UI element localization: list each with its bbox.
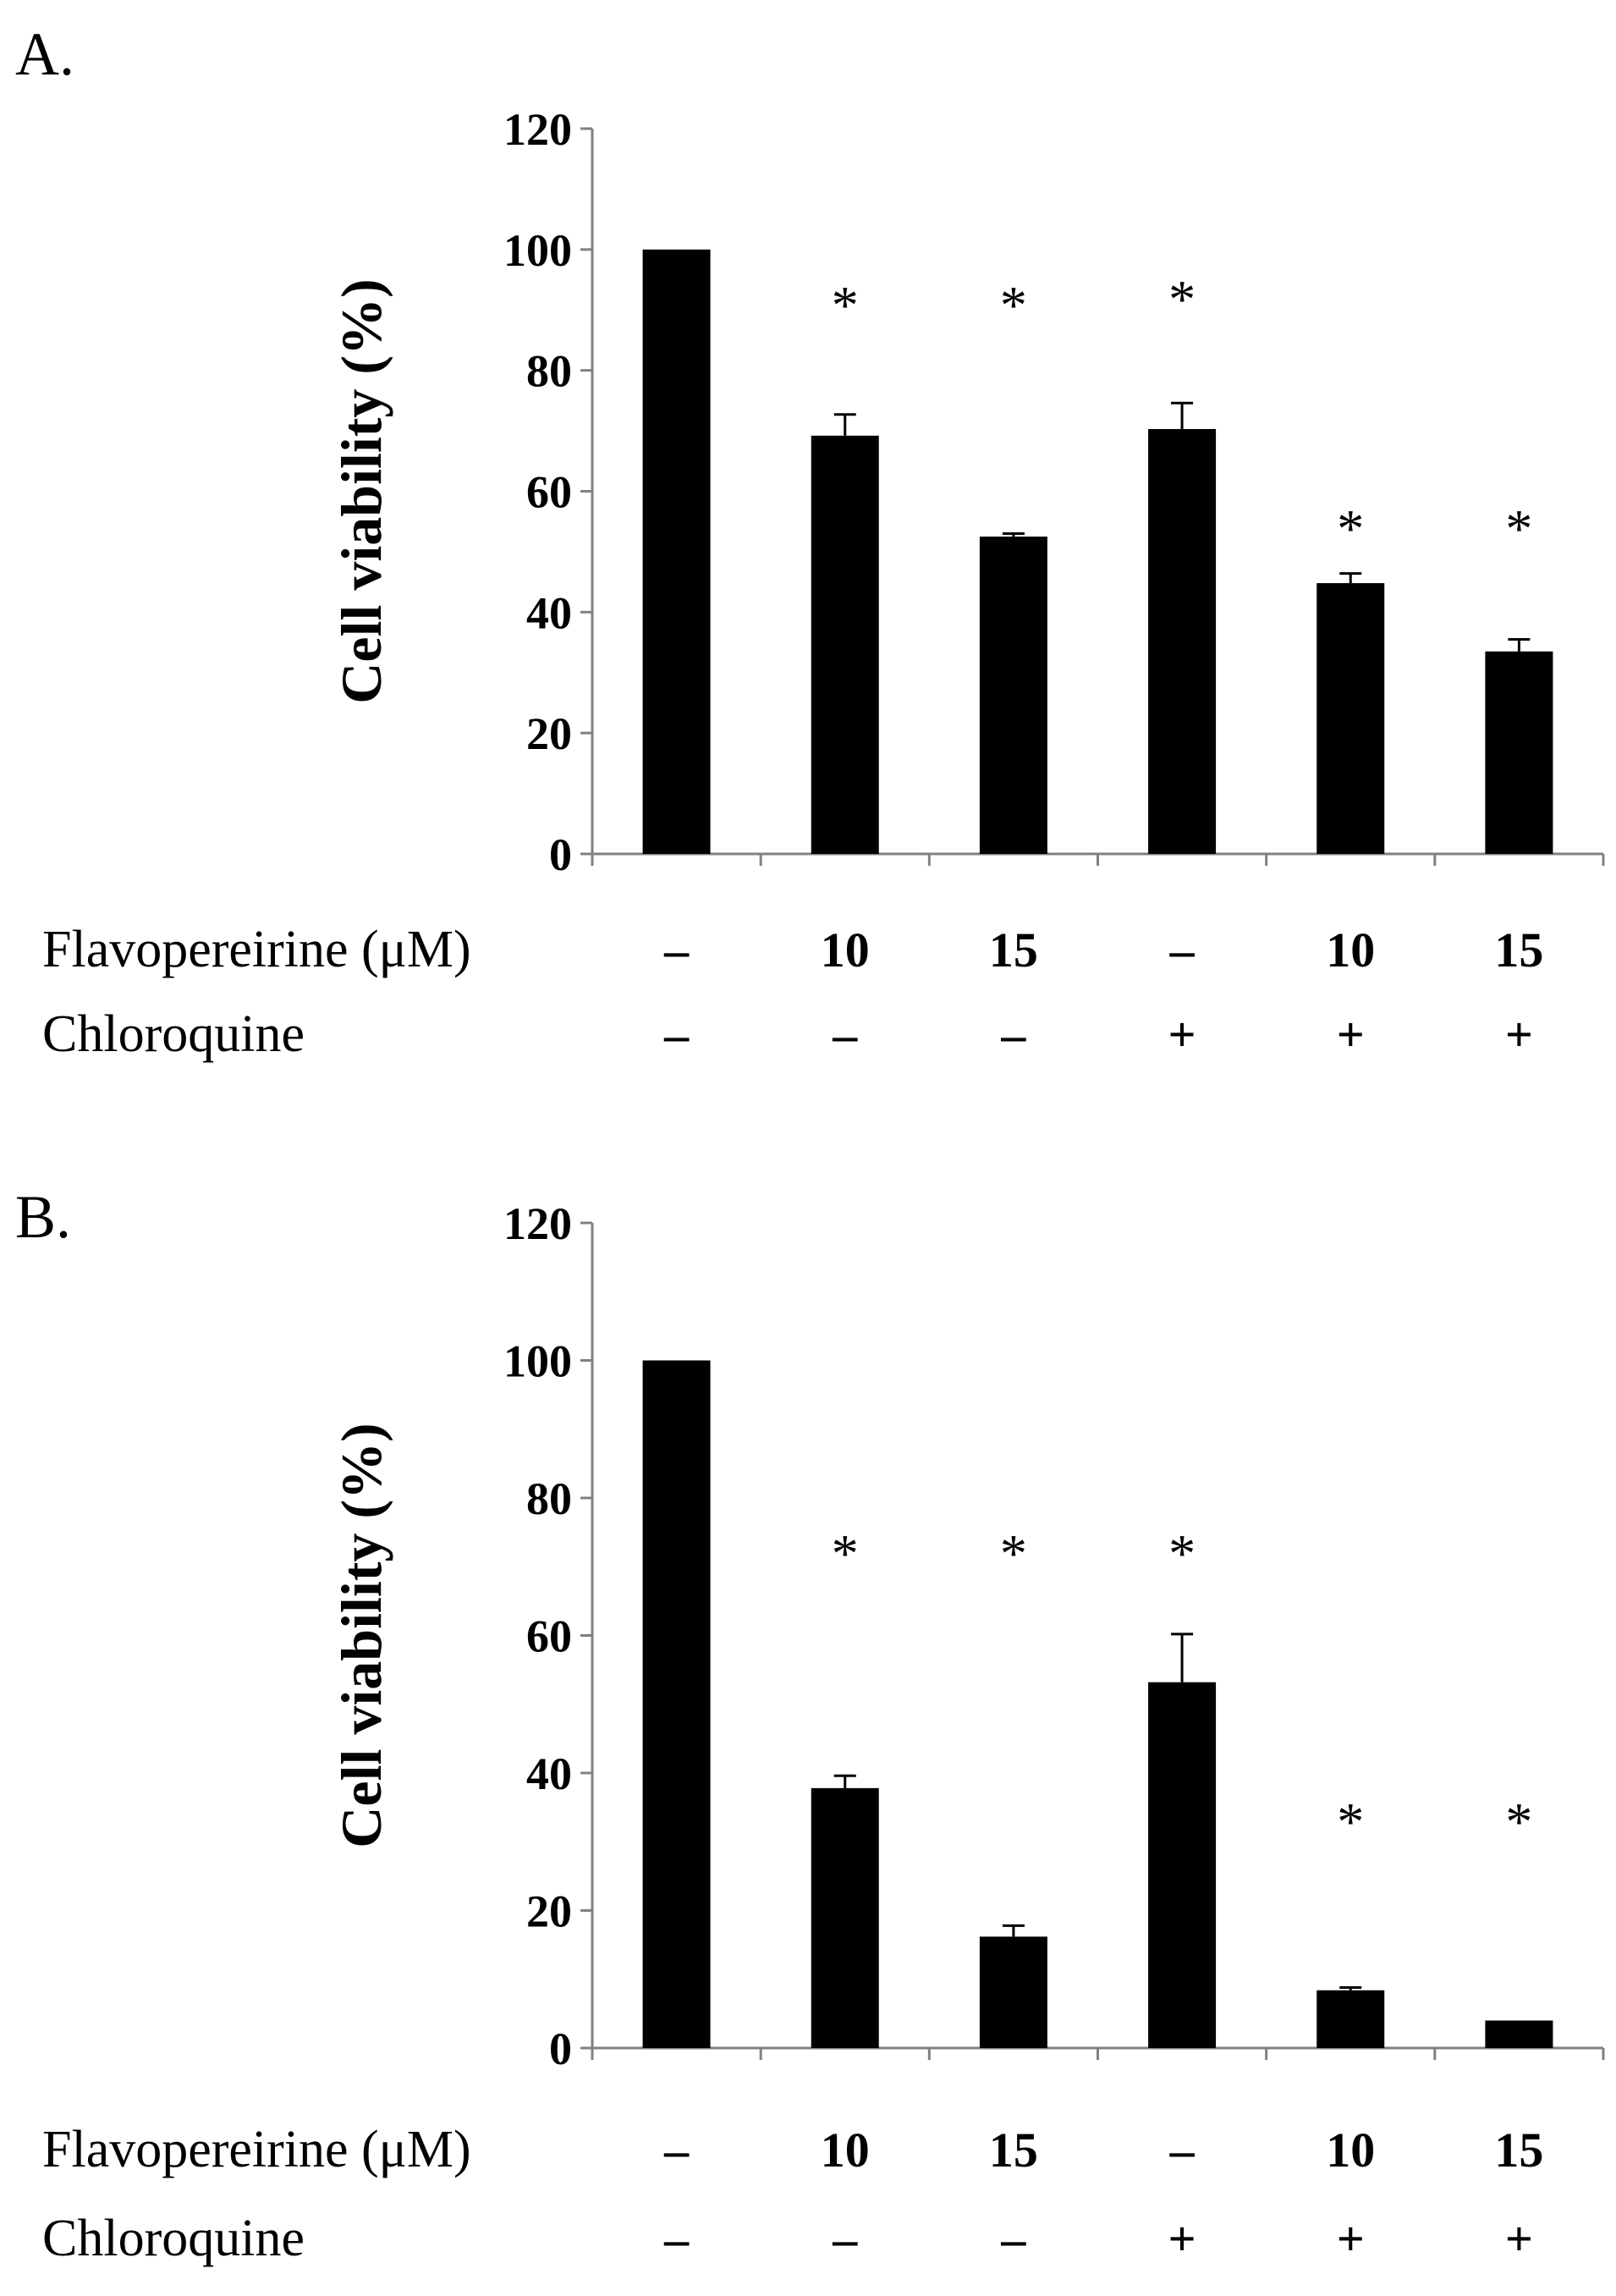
category-label-flavopereirine: 10 — [1326, 922, 1375, 977]
row-label-flavopereirine: Flavopereirine (μM) — [42, 921, 471, 978]
panel-label: A. — [15, 20, 74, 88]
category-label-flavopereirine: – — [1169, 922, 1196, 977]
significance-marker: * — [1337, 1792, 1364, 1852]
bar — [1148, 1682, 1217, 2048]
category-label-chloroquine: – — [832, 1007, 858, 1062]
category-label-flavopereirine: 15 — [989, 922, 1038, 977]
row-label-chloroquine: Chloroquine — [42, 2210, 305, 2267]
significance-marker: * — [1000, 275, 1027, 335]
significance-marker: * — [1337, 498, 1364, 559]
category-label-chloroquine: + — [1505, 1007, 1533, 1062]
y-tick-label: 120 — [503, 1198, 572, 1249]
category-label-chloroquine: + — [1337, 2211, 1365, 2266]
category-label-chloroquine: + — [1168, 1007, 1196, 1062]
chart-panel-a: A. 0 20 40 60 80 100 120 Cell viability (%) * * * * *… — [15, 20, 1605, 1063]
bar — [1485, 651, 1553, 854]
y-tick-label: 40 — [526, 1748, 572, 1799]
y-tick-label: 40 — [526, 587, 572, 638]
significance-marker: * — [1168, 269, 1196, 329]
category-label-flavopereirine: 15 — [989, 2123, 1038, 2178]
y-tick-label: 120 — [503, 104, 572, 155]
significance-marker: * — [1505, 498, 1532, 559]
category-label-flavopereirine: 10 — [821, 2123, 870, 2178]
y-tick-label: 80 — [526, 346, 572, 397]
category-label-chloroquine: – — [663, 2211, 690, 2266]
category-label-chloroquine: + — [1168, 2211, 1196, 2266]
category-label-chloroquine: + — [1337, 1007, 1365, 1062]
bar — [642, 249, 711, 854]
y-tick-label: 60 — [526, 467, 572, 518]
category-label-chloroquine: – — [1000, 1007, 1026, 1062]
category-label-flavopereirine: 10 — [1326, 2123, 1375, 2178]
category-label-flavopereirine: – — [663, 922, 690, 977]
bar — [1316, 1990, 1385, 2048]
category-label-flavopereirine: 15 — [1494, 2123, 1543, 2178]
category-label-chloroquine: – — [663, 1007, 690, 1062]
y-tick-label: 20 — [526, 1886, 572, 1937]
row-label-chloroquine: Chloroquine — [42, 1005, 305, 1063]
category-label-flavopereirine: 15 — [1494, 922, 1543, 977]
y-tick-label: 100 — [503, 1336, 572, 1387]
bar — [1148, 428, 1217, 854]
significance-marker: * — [1000, 1523, 1027, 1583]
category-label-flavopereirine: – — [1169, 2123, 1196, 2178]
significance-marker: * — [1168, 1523, 1196, 1583]
y-tick-label: 0 — [549, 829, 572, 880]
y-tick-label: 60 — [526, 1611, 572, 1662]
category-label-chloroquine: + — [1505, 2211, 1533, 2266]
panel-label: B. — [15, 1183, 71, 1251]
significance-marker: * — [832, 1523, 859, 1583]
y-axis-label: Cell viability (%) — [329, 1423, 393, 1847]
bar — [811, 1787, 879, 2048]
bar — [1316, 583, 1385, 854]
y-tick-label: 0 — [549, 2023, 572, 2074]
chart-panel-b: B. 0 20 40 60 80 100 120 Cell viability (%) * * * * *… — [15, 1183, 1605, 2267]
y-tick-label: 100 — [503, 225, 572, 276]
significance-marker: * — [832, 275, 859, 335]
row-label-flavopereirine: Flavopereirine (μM) — [42, 2121, 471, 2178]
y-tick-label: 80 — [526, 1473, 572, 1524]
category-label-flavopereirine: – — [663, 2123, 690, 2178]
y-axis-label: Cell viability (%) — [329, 278, 393, 703]
category-label-chloroquine: – — [832, 2211, 858, 2266]
bar — [1485, 2020, 1553, 2048]
bar — [979, 1936, 1047, 2048]
category-label-chloroquine: – — [1000, 2211, 1026, 2266]
significance-marker: * — [1505, 1792, 1532, 1852]
bar — [979, 537, 1047, 854]
bar — [642, 1360, 711, 2048]
bar — [811, 435, 879, 854]
y-tick-label: 20 — [526, 708, 572, 759]
category-label-flavopereirine: 10 — [821, 922, 870, 977]
